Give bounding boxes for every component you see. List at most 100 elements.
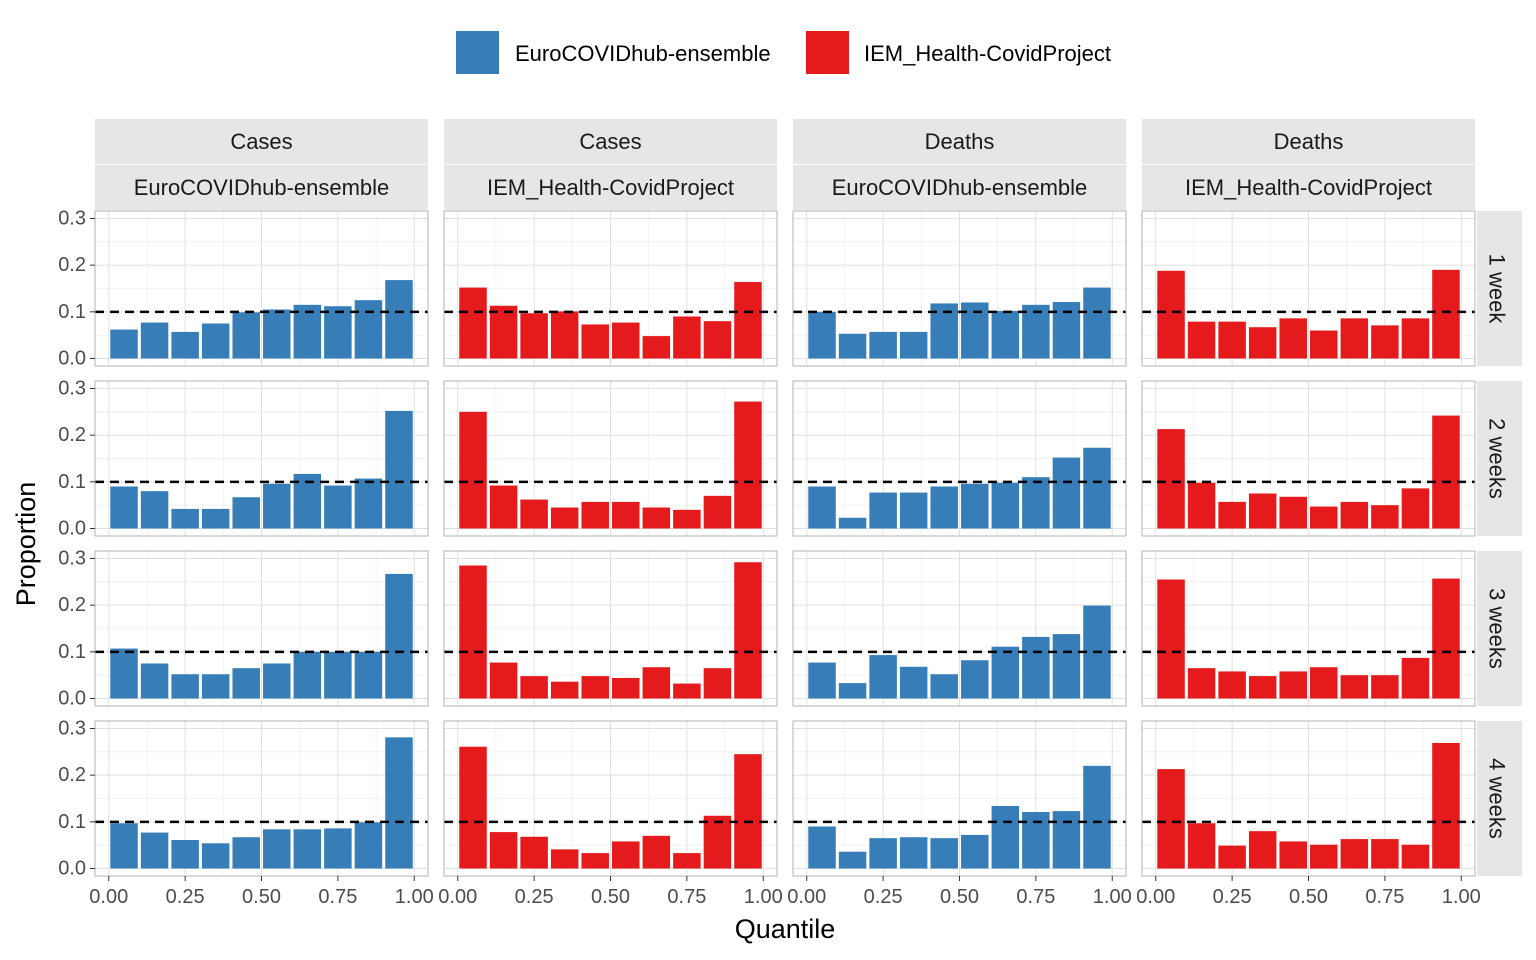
bar-r2-c0-b7 [324, 651, 352, 699]
strip-target-label-1: Cases [579, 129, 641, 154]
bar-r0-c0-b6 [293, 304, 322, 359]
bar-r2-c3-b1 [1187, 668, 1216, 699]
bar-r3-c3-b8 [1401, 844, 1430, 869]
bar-r0-c1-b9 [734, 281, 762, 359]
bar-r1-c3-b4 [1279, 496, 1307, 529]
bar-r3-c0-b7 [324, 828, 352, 869]
bar-r0-c3-b7 [1371, 325, 1399, 359]
strip-row-bg-2 [1477, 551, 1522, 706]
bar-r0-c2-b8 [1052, 302, 1081, 359]
bar-r0-c1-b6 [642, 336, 671, 359]
bar-r3-c2-b0 [808, 826, 836, 869]
panel-3-1 [443, 720, 778, 877]
bar-r1-c2-b4 [930, 486, 958, 529]
bar-r3-c2-b6 [991, 805, 1020, 869]
bar-r3-c0-b5 [263, 829, 291, 869]
bar-r2-c3-b5 [1310, 667, 1338, 699]
panel-1-3 [1141, 380, 1476, 537]
bar-r0-c3-b3 [1248, 327, 1277, 359]
strip-row-label-3: 4 weeks [1485, 758, 1510, 839]
panel-2-0 [94, 550, 429, 707]
bar-r0-c2-b3 [899, 331, 928, 359]
bar-r0-c2-b1 [838, 333, 867, 359]
panel-3-0 [94, 720, 429, 877]
bar-r0-c0-b3 [201, 323, 230, 359]
bar-r3-c2-b3 [899, 837, 928, 869]
panel-border [1141, 550, 1476, 707]
x-tick-label: 0.75 [1016, 886, 1055, 908]
strip-target-bg-1 [444, 119, 777, 164]
y-tick-label: 0.3 [58, 208, 86, 230]
strip-row-bg-0 [1477, 211, 1522, 366]
bar-r0-c3-b1 [1187, 321, 1216, 359]
panel-border [792, 210, 1127, 367]
legend: EuroCOVIDhub-ensemble IEM_Health-CovidPro… [456, 31, 1111, 74]
axes: 0.00.10.20.30.00.10.20.30.00.10.20.30.00… [58, 208, 1481, 909]
x-tick-label: 0.50 [1289, 886, 1328, 908]
bar-r1-c2-b3 [899, 492, 928, 529]
panel-border [1141, 210, 1476, 367]
bar-r0-c0-b2 [171, 331, 199, 359]
bar-r0-c3-b8 [1401, 318, 1430, 359]
bar-r0-c0-b0 [110, 329, 138, 359]
strip-target-bg-3 [1142, 119, 1475, 164]
x-tick-label: 1.00 [1442, 886, 1481, 908]
y-tick-label: 0.1 [58, 301, 86, 323]
x-tick-label: 0.25 [166, 886, 205, 908]
bar-r2-c3-b0 [1157, 579, 1185, 699]
bar-r2-c1-b5 [612, 677, 640, 699]
legend-key-1 [806, 31, 849, 74]
bar-r0-c0-b5 [263, 309, 291, 359]
x-tick-label: 0.25 [515, 886, 554, 908]
bar-r3-c0-b0 [110, 823, 138, 869]
bar-r2-c3-b9 [1432, 578, 1460, 699]
panel-border [443, 210, 778, 367]
bar-r2-c1-b6 [642, 667, 671, 699]
panel-0-3 [1141, 210, 1476, 367]
bar-r2-c1-b2 [520, 676, 548, 699]
bar-r3-c3-b1 [1187, 823, 1216, 869]
strip-model-label-2: EuroCOVIDhub-ensemble [832, 175, 1088, 200]
bar-r0-c0-b7 [324, 306, 352, 359]
x-tick-label: 0.75 [318, 886, 357, 908]
panel-2-1 [443, 550, 778, 707]
bar-r0-c2-b9 [1083, 287, 1111, 359]
strip-target-label-2: Deaths [925, 129, 995, 154]
bar-r3-c1-b0 [459, 746, 487, 869]
bar-r2-c0-b3 [201, 674, 230, 699]
bar-r0-c1-b2 [520, 313, 548, 359]
bar-r3-c0-b4 [232, 837, 260, 869]
strip-target-label-0: Cases [230, 129, 292, 154]
bar-r1-c0-b7 [324, 485, 352, 529]
panel-0-2 [792, 210, 1127, 367]
bar-r3-c1-b8 [703, 815, 732, 869]
bar-r0-c2-b6 [991, 310, 1020, 359]
x-tick-label: 1.00 [395, 886, 434, 908]
bar-r1-c1-b5 [612, 501, 640, 529]
bar-r1-c3-b5 [1310, 506, 1338, 529]
x-tick-label: 0.00 [89, 886, 128, 908]
bar-r1-c3-b9 [1432, 415, 1460, 529]
bar-r3-c1-b7 [673, 853, 701, 869]
bar-r1-c3-b0 [1157, 429, 1185, 529]
bar-r3-c3-b7 [1371, 839, 1399, 869]
bar-r1-c0-b5 [263, 483, 291, 529]
bar-r3-c1-b5 [612, 841, 640, 869]
bar-r2-c3-b6 [1340, 675, 1369, 699]
bar-r3-c2-b1 [838, 851, 867, 869]
bar-r0-c1-b7 [673, 316, 701, 359]
bar-r3-c3-b6 [1340, 839, 1369, 869]
bar-r1-c1-b3 [550, 507, 579, 529]
legend-label-1: IEM_Health-CovidProject [864, 41, 1111, 66]
panel-border [94, 210, 429, 367]
x-tick-label: 0.50 [940, 886, 979, 908]
strip-model-bg-2 [793, 165, 1126, 210]
panel-2-3 [1141, 550, 1476, 707]
x-tick-label: 0.00 [438, 886, 477, 908]
bar-r2-c0-b0 [110, 648, 138, 699]
y-tick-label: 0.2 [58, 764, 86, 786]
bar-r3-c3-b0 [1157, 769, 1185, 869]
bar-r0-c0-b8 [354, 300, 383, 359]
bar-r1-c2-b8 [1052, 457, 1081, 529]
